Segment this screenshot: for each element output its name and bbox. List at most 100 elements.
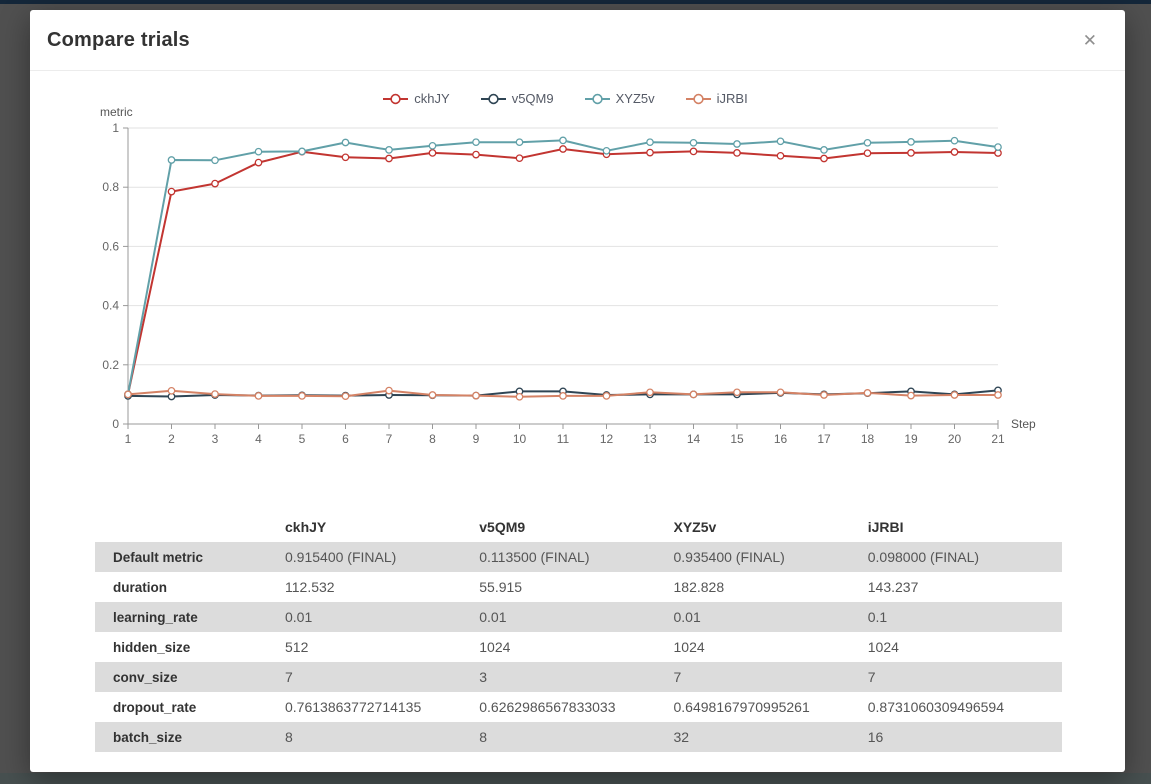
data-point-ckhJY [733,149,741,157]
data-point-ckhJY [254,158,263,167]
row-label: hidden_size [113,639,191,655]
legend-item-iJRBI[interactable]: iJRBI [685,91,748,106]
column-header-iJRBI: iJRBI [867,518,904,535]
cell-value: 0.113500 (FINAL) [479,549,590,565]
x-tick-label: 5 [299,432,306,446]
x-tick-label: 20 [948,432,962,446]
legend-item-XYZ5v[interactable]: XYZ5v [584,91,655,106]
data-point-XYZ5v [994,143,1002,151]
table-row-batch_size: batch_size 8 8 32 16 [95,722,1062,752]
data-point-XYZ5v [211,156,219,165]
page-footer-strip [0,773,1151,784]
data-point-ckhJY [385,154,393,163]
cell-value: 0.01 [673,609,701,625]
modal-title: Compare trials [47,28,190,51]
row-label: dropout_rate [113,699,197,715]
compare-trials-modal: Compare trials ✕ ckhJY v5QM9 XYZ5v iJRBI 0 0… [30,10,1125,772]
row-label: duration [113,579,167,595]
cell-value: 32 [673,729,690,745]
x-tick-label: 15 [730,432,744,446]
data-point-ckhJY [428,149,437,157]
data-point-iJRBI [472,391,480,400]
data-point-iJRBI [733,388,741,397]
data-point-ckhJY [472,150,480,159]
data-point-iJRBI [428,391,437,399]
data-point-iJRBI [298,392,306,400]
column-header-ckhJY: ckhJY [285,518,327,535]
table-row-learning_rate: learning_rate 0.01 0.01 0.01 0.1 [95,602,1062,632]
legend-item-ckhJY[interactable]: ckhJY [382,91,450,106]
table-body: Default metric 0.915400 (FINAL) 0.113500 (… [95,542,1062,752]
cell-value: 1024 [673,639,705,655]
data-point-XYZ5v [341,138,350,147]
x-tick-label: 21 [991,432,1005,446]
legend-label: ckhJY [414,91,450,106]
data-point-XYZ5v [689,138,698,147]
data-point-XYZ5v [515,138,524,147]
row-label: batch_size [113,729,183,745]
data-point-XYZ5v [167,156,176,164]
legend-item-v5QM9[interactable]: v5QM9 [480,91,554,106]
row-label: conv_size [113,669,178,685]
series-line-ckhJY [127,148,999,395]
data-point-ckhJY [950,148,959,156]
legend-label: XYZ5v [615,91,655,106]
data-point-iJRBI [515,392,524,401]
data-point-XYZ5v [472,138,480,147]
table-header-row: ckhJY v5QM9 XYZ5v iJRBI [95,511,1062,542]
y-axis-title: metric [100,106,133,119]
column-header-XYZ5v: XYZ5v [673,518,717,535]
data-point-ckhJY [820,154,828,163]
data-point-XYZ5v [254,147,263,156]
data-point-XYZ5v [950,136,959,145]
data-point-iJRBI [167,386,176,395]
x-tick-label: 3 [212,432,219,446]
y-tick-label: 0.2 [102,358,119,372]
x-tick-label: 19 [904,432,918,446]
data-point-iJRBI [124,390,132,399]
data-point-XYZ5v [820,146,828,154]
data-point-ckhJY [515,154,524,163]
table-header: ckhJY v5QM9 XYZ5v iJRBI [95,511,1062,542]
table-row-duration: duration 112.532 55.915 182.828 143.237 [95,572,1062,602]
cell-value: 7 [673,669,682,685]
legend-marker-icon [685,93,711,104]
data-point-iJRBI [689,390,698,399]
cell-value: 0.6498167970995261 [673,699,810,715]
data-point-iJRBI [994,391,1002,399]
metric-step-chart[interactable]: 00.20.40.60.811 2 3 4 5 6 7 8 9 10 11 12 13 14 15 16 17 1… [90,106,1090,462]
page-header-strip [0,0,1151,4]
modal-header: Compare trials ✕ [30,10,1125,71]
data-point-XYZ5v [559,136,567,145]
x-tick-label: 9 [473,432,480,446]
cell-value: 1024 [479,639,511,655]
data-point-XYZ5v [646,138,654,147]
cell-value: 143.237 [867,579,919,595]
legend-label: iJRBI [716,91,748,106]
y-tick-label: 0 [112,417,119,431]
close-button[interactable]: ✕ [1077,28,1103,53]
data-point-XYZ5v [428,141,437,150]
legend-marker-icon [584,93,610,104]
cell-value: 0.8731060309496594 [867,699,1005,715]
x-tick-label: 18 [861,432,875,446]
data-point-ckhJY [907,149,915,157]
x-tick-label: 10 [513,432,527,446]
data-point-iJRBI [602,392,611,400]
column-header-v5QM9: v5QM9 [479,518,526,535]
cell-value: 0.1 [867,609,888,625]
x-tick-label: 12 [600,432,614,446]
y-tick-label: 1 [112,121,119,135]
data-point-ckhJY [167,187,176,196]
cell-value: 0.6262986567833033 [479,699,616,715]
data-point-iJRBI [863,389,872,397]
data-point-ckhJY [776,151,785,160]
data-point-iJRBI [907,391,915,400]
x-tick-label: 11 [557,432,570,446]
data-point-ckhJY [646,148,654,157]
column-header-empty [95,511,285,542]
cell-value: 16 [867,729,884,745]
data-point-iJRBI [341,392,350,401]
data-point-iJRBI [950,391,959,399]
data-point-iJRBI [776,388,785,397]
